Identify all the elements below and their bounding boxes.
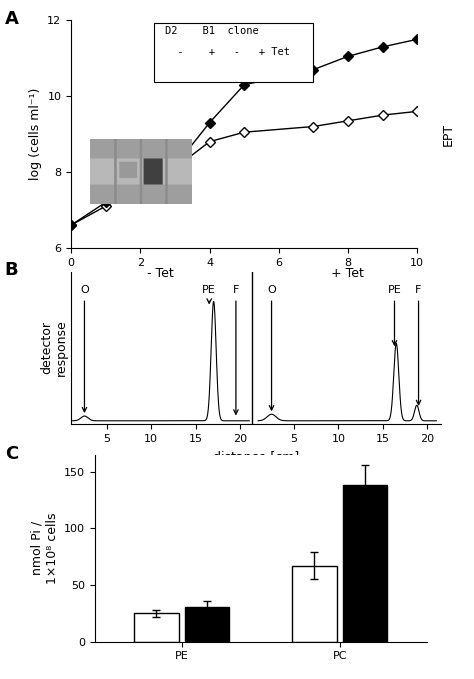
Text: D2    B1  clone: D2 B1 clone: [164, 26, 258, 36]
Text: O: O: [267, 285, 276, 410]
X-axis label: distance [cm]: distance [cm]: [213, 449, 299, 462]
Bar: [185, 606, 229, 642]
FancyBboxPatch shape: [154, 22, 313, 81]
Bar: [343, 485, 387, 642]
Text: -    +   -   + Tet: - + - + Tet: [164, 47, 290, 56]
Text: O: O: [80, 285, 89, 412]
Text: + Tet: + Tet: [331, 267, 364, 280]
Y-axis label: detector
response: detector response: [40, 320, 68, 376]
Text: A: A: [5, 10, 18, 29]
Text: F: F: [415, 285, 422, 405]
Bar: [292, 566, 337, 642]
Text: B: B: [5, 261, 18, 280]
X-axis label: days: days: [229, 273, 259, 286]
Y-axis label: nmol Pi /
1×10⁸ cells: nmol Pi / 1×10⁸ cells: [30, 513, 58, 584]
Y-axis label: log (cells ml⁻¹): log (cells ml⁻¹): [29, 88, 42, 181]
Bar: [134, 613, 179, 642]
Text: PE: PE: [388, 285, 401, 345]
Text: PE: PE: [202, 285, 216, 304]
Text: F: F: [233, 285, 239, 414]
Text: C: C: [5, 445, 18, 463]
Text: - Tet: - Tet: [147, 267, 173, 280]
Text: EPT: EPT: [441, 122, 455, 146]
